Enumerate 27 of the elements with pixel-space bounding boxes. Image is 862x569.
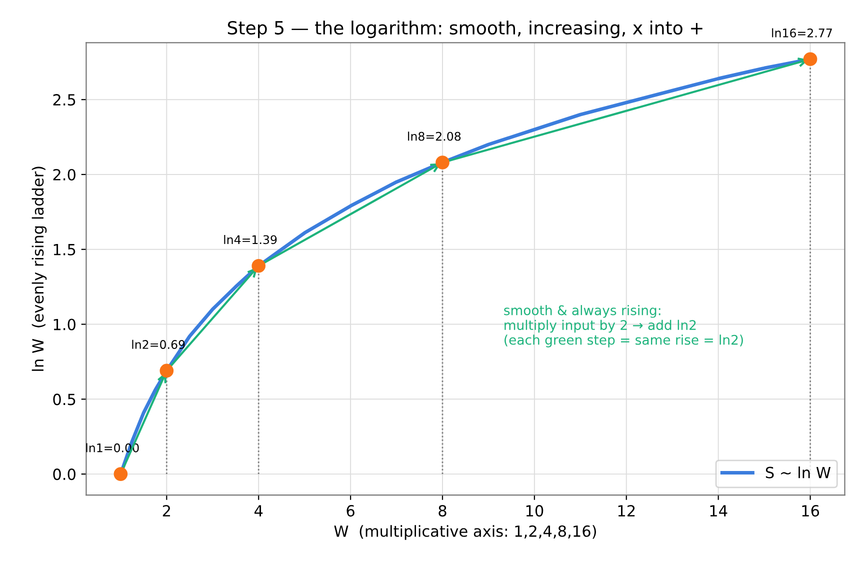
y-tick-label: 0.0 <box>53 468 76 480</box>
chart-title: Step 5 — the logarithm: smooth, increasing, x into + <box>228 20 702 38</box>
x-tick-label: 12 <box>618 505 635 516</box>
data-label: ln4=1.39 <box>224 234 277 244</box>
point <box>252 258 266 273</box>
legend-label: S ~ ln W <box>766 466 831 478</box>
x-tick-label: 6 <box>346 505 354 517</box>
y-tick-label: 2.0 <box>53 168 76 181</box>
data-label: ln8=2.08 <box>408 132 461 141</box>
point <box>160 364 174 378</box>
y-tick-label: 2.5 <box>53 94 76 106</box>
point <box>436 156 450 170</box>
y-axis-title: ln W (evenly rising ladder) <box>32 166 47 371</box>
x-tick-label: 14 <box>710 505 728 516</box>
x-axis-title: W (multiplicative axis: 1,2,4,8,16) <box>334 525 596 540</box>
y-tick-label: 1.5 <box>54 244 76 256</box>
x-tick-label: 2 <box>162 505 170 516</box>
x-tick-label: 10 <box>526 505 544 517</box>
annotation: smooth & always rising: multiply input by 2 → add ln2 (each green step = same rise = ln2) <box>504 305 743 348</box>
y-tick-label: 0.5 <box>53 394 76 406</box>
point <box>803 52 818 66</box>
x-tick-label: 8 <box>438 505 446 517</box>
y-tick-label: 1.0 <box>54 318 76 330</box>
point <box>114 467 128 481</box>
data-label: ln16=2.77 <box>772 28 832 38</box>
x-tick-label: 16 <box>802 505 820 517</box>
x-tick-label: 4 <box>254 505 263 516</box>
